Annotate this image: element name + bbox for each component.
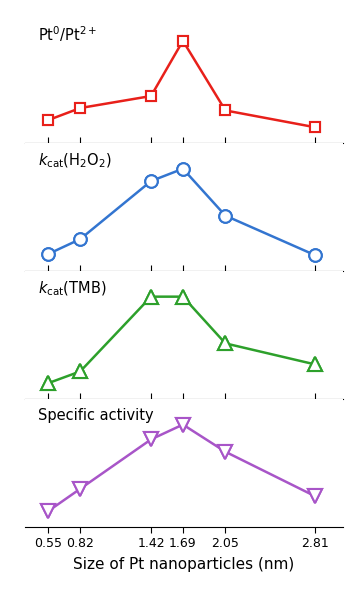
Text: Pt$^0$/Pt$^{2+}$: Pt$^0$/Pt$^{2+}$ [38,24,97,43]
Text: Specific activity: Specific activity [38,408,153,422]
Text: $k_{\rm cat}$(TMB): $k_{\rm cat}$(TMB) [38,280,106,298]
X-axis label: Size of Pt nanoparticles (nm): Size of Pt nanoparticles (nm) [74,557,295,572]
Text: $k_{\rm cat}$(H$_2$O$_2$): $k_{\rm cat}$(H$_2$O$_2$) [38,152,111,170]
